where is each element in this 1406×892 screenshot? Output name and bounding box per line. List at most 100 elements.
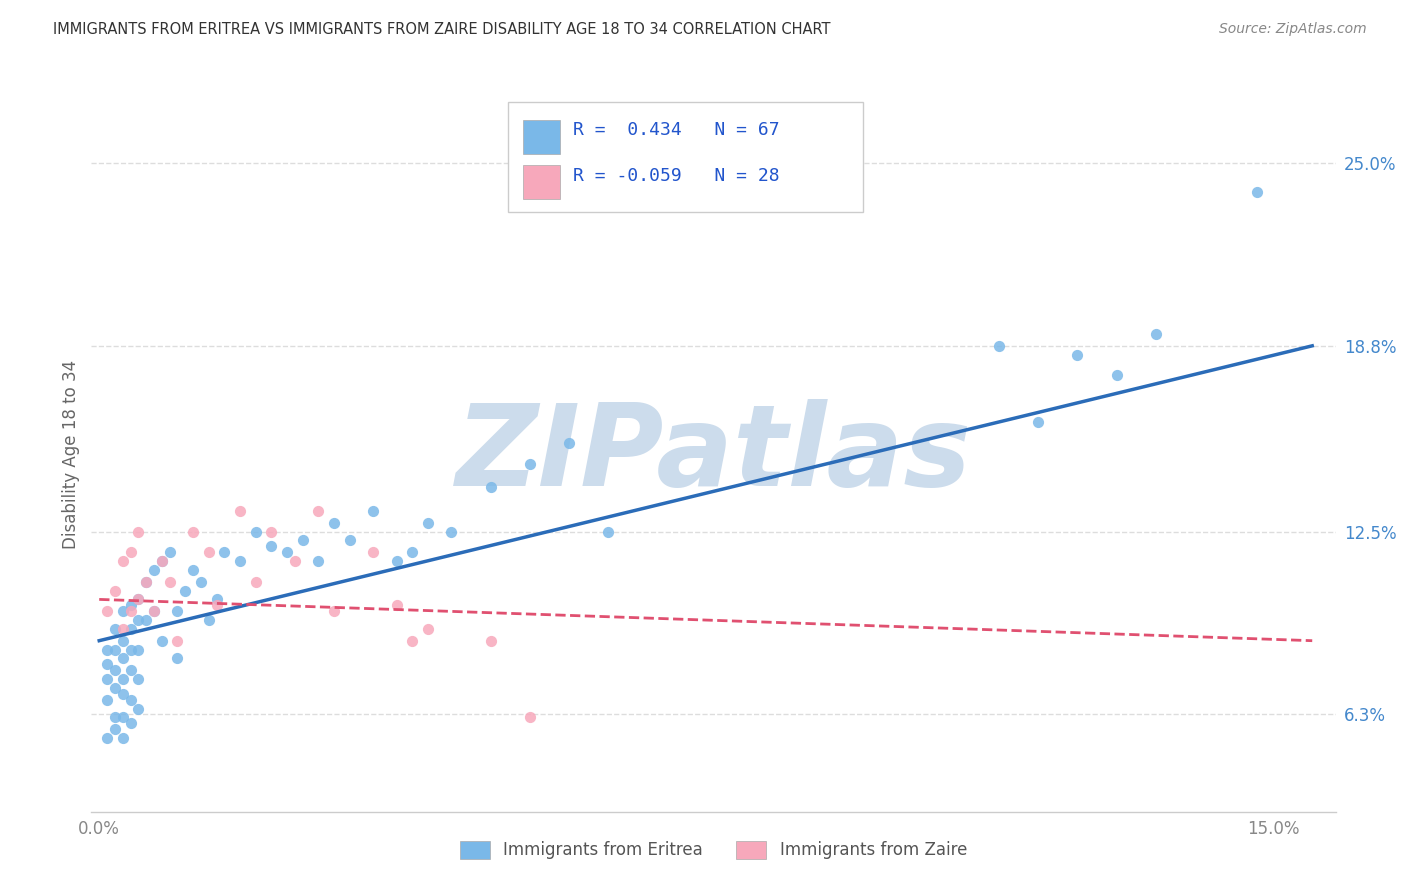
Point (401, 545, 423, 559)
Point (276, 545, 298, 559)
FancyBboxPatch shape (523, 120, 561, 153)
Point (96, 604, 118, 618)
Point (291, 533, 314, 548)
Point (558, 436, 581, 450)
Point (307, 554, 329, 568)
Point (519, 457, 541, 471)
Point (260, 539, 283, 553)
Point (127, 613, 149, 627)
Text: R = -0.059   N = 28: R = -0.059 N = 28 (572, 167, 779, 185)
Point (120, 692, 142, 706)
Point (135, 574, 157, 589)
Point (197, 613, 219, 627)
Point (479, 480, 502, 494)
Legend: Immigrants from Eritrea, Immigrants from Zaire: Immigrants from Eritrea, Immigrants from… (451, 832, 976, 868)
Point (385, 554, 408, 568)
Point (135, 574, 157, 589)
Point (104, 710, 127, 724)
Point (361, 504, 384, 518)
Point (416, 622, 439, 636)
Point (135, 613, 157, 627)
Point (1144, 326, 1167, 341)
Point (120, 642, 142, 657)
Point (245, 524, 267, 539)
Point (361, 545, 384, 559)
Point (440, 524, 463, 539)
Point (284, 554, 307, 568)
Point (127, 642, 149, 657)
Point (150, 554, 173, 568)
Point (111, 672, 134, 686)
Point (104, 642, 127, 657)
Point (166, 651, 188, 665)
Point (111, 651, 134, 665)
Point (1026, 416, 1049, 430)
Point (127, 701, 149, 715)
Point (111, 687, 134, 701)
Point (96, 692, 118, 706)
Point (104, 583, 127, 598)
Point (1105, 368, 1128, 383)
Point (150, 633, 173, 648)
Point (111, 710, 134, 724)
Point (260, 524, 283, 539)
Point (401, 633, 423, 648)
Point (104, 663, 127, 677)
Point (120, 716, 142, 731)
Point (385, 599, 408, 613)
Point (96, 657, 118, 672)
Text: ZIPatlas: ZIPatlas (456, 400, 972, 510)
Point (166, 604, 188, 618)
Point (1066, 348, 1088, 362)
Point (143, 604, 166, 618)
Point (143, 604, 166, 618)
Point (190, 574, 212, 589)
FancyBboxPatch shape (508, 102, 863, 212)
Point (127, 524, 149, 539)
Point (181, 563, 204, 577)
Point (214, 545, 236, 559)
Point (323, 516, 346, 530)
Point (339, 533, 361, 548)
Point (245, 574, 267, 589)
Point (150, 554, 173, 568)
Point (197, 545, 219, 559)
Point (96, 642, 118, 657)
Point (519, 710, 541, 724)
Point (111, 622, 134, 636)
Point (127, 592, 149, 607)
Point (181, 524, 204, 539)
Point (120, 663, 142, 677)
Point (229, 504, 252, 518)
FancyBboxPatch shape (523, 165, 561, 200)
Point (96, 672, 118, 686)
Point (104, 622, 127, 636)
Point (596, 524, 619, 539)
Point (104, 722, 127, 736)
Point (205, 592, 228, 607)
Point (111, 604, 134, 618)
Text: Source: ZipAtlas.com: Source: ZipAtlas.com (1219, 22, 1367, 37)
Point (159, 545, 181, 559)
Point (205, 599, 228, 613)
Point (479, 633, 502, 648)
Point (96, 731, 118, 745)
Point (127, 672, 149, 686)
Point (120, 622, 142, 636)
Point (120, 604, 142, 618)
Point (159, 574, 181, 589)
Point (323, 604, 346, 618)
Point (166, 633, 188, 648)
Point (416, 516, 439, 530)
Point (1246, 186, 1268, 200)
Point (143, 563, 166, 577)
Text: IMMIGRANTS FROM ERITREA VS IMMIGRANTS FROM ZAIRE DISABILITY AGE 18 TO 34 CORRELA: IMMIGRANTS FROM ERITREA VS IMMIGRANTS FR… (53, 22, 831, 37)
Point (988, 339, 1011, 353)
Text: R =  0.434   N = 67: R = 0.434 N = 67 (572, 121, 779, 139)
Point (111, 731, 134, 745)
Point (307, 504, 329, 518)
Point (229, 554, 252, 568)
Point (104, 681, 127, 695)
Point (111, 554, 134, 568)
Point (174, 583, 197, 598)
